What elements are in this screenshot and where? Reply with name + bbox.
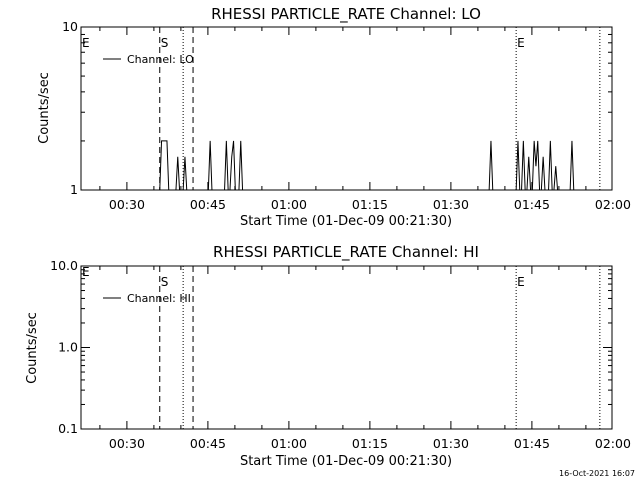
plot-frame bbox=[80, 265, 613, 430]
y-tick-label: 1.0 bbox=[58, 340, 78, 355]
x-tick-label: 00:30 bbox=[109, 197, 145, 212]
edge-marker: E bbox=[82, 36, 90, 50]
x-tick-label: 00:30 bbox=[109, 436, 145, 451]
x-tick-label: 00:45 bbox=[190, 197, 226, 212]
edge-marker: E bbox=[82, 265, 90, 279]
x-axis-label: Start Time (01-Dec-09 00:21:30) bbox=[240, 454, 452, 469]
x-tick-label: 01:45 bbox=[514, 197, 550, 212]
x-tick-label: 02:00 bbox=[595, 197, 631, 212]
legend-label: Channel: LO bbox=[127, 53, 194, 66]
y-tick-label: 10 bbox=[62, 19, 78, 34]
y-tick-label: 0.1 bbox=[58, 421, 78, 436]
y-tick-label: 10.0 bbox=[50, 258, 78, 273]
event-label: E bbox=[517, 275, 525, 289]
chart-panel-hi: RHESSI PARTICLE_RATE Channel: HI Start T… bbox=[25, 243, 631, 469]
series-line bbox=[81, 140, 612, 191]
chart-title: RHESSI PARTICLE_RATE Channel: HI bbox=[213, 243, 479, 262]
x-axis-label: Start Time (01-Dec-09 00:21:30) bbox=[240, 214, 452, 229]
tick-layer: 00:30 00:45 01:00 01:15 01:30 01:45 02:00 0.1 1.… bbox=[50, 258, 631, 451]
timestamp-stamp: 16-Oct-2021 16:07 bbox=[559, 469, 635, 478]
x-tick-label: 01:00 bbox=[271, 197, 307, 212]
chart-title: RHESSI PARTICLE_RATE Channel: LO bbox=[211, 5, 481, 24]
legend-label: Channel: HI bbox=[127, 292, 191, 305]
x-tick-label: 01:30 bbox=[433, 436, 469, 451]
chart-panel-lo: RHESSI PARTICLE_RATE Channel: LO Start T… bbox=[37, 5, 631, 229]
event-label: E bbox=[517, 36, 525, 50]
x-tick-label: 01:30 bbox=[433, 197, 469, 212]
y-axis-label: Counts/sec bbox=[37, 72, 52, 144]
x-tick-label: 01:45 bbox=[514, 436, 550, 451]
x-tick-label: 02:00 bbox=[595, 436, 631, 451]
y-tick-label: 1 bbox=[70, 182, 78, 197]
event-label: S bbox=[161, 36, 169, 50]
y-axis-label: Counts/sec bbox=[25, 312, 40, 384]
x-tick-label: 00:45 bbox=[190, 436, 226, 451]
x-tick-label: 01:15 bbox=[352, 197, 388, 212]
series-layer bbox=[81, 140, 612, 191]
event-label: S bbox=[161, 275, 169, 289]
x-tick-label: 01:15 bbox=[352, 436, 388, 451]
tick-layer: 00:30 00:45 01:00 01:15 01:30 01:45 02:00 1 10 bbox=[62, 19, 631, 212]
x-tick-label: 01:00 bbox=[271, 436, 307, 451]
